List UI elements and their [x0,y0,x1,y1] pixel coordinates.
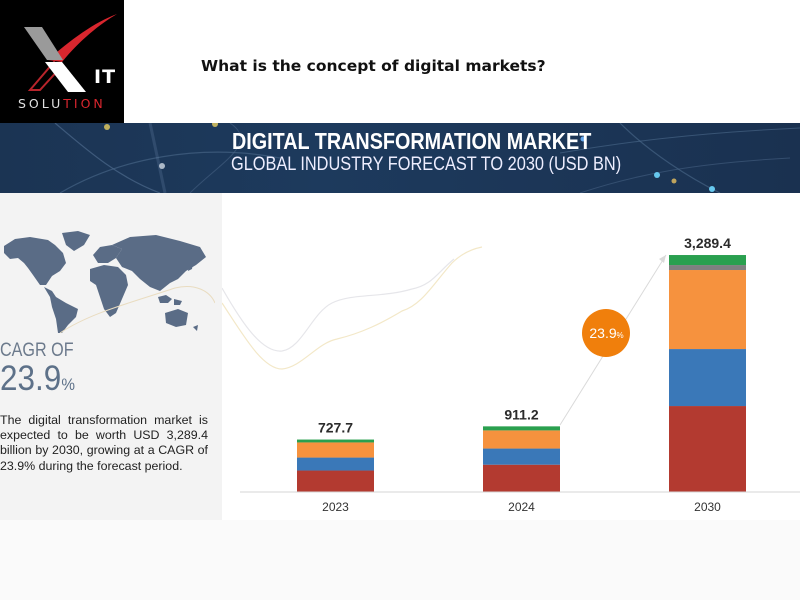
bar-segment [297,442,374,458]
cagr-badge-value: 23.9 [589,325,616,341]
market-description: The digital transformation market is exp… [0,413,208,473]
page-question: What is the concept of digital markets? [201,57,546,75]
bar-segment [297,457,374,471]
bar-segment [669,255,746,266]
bar-total-label: 3,289.4 [684,235,731,251]
cagr-sidebar: CAGR OF 23.9% The digital transformation… [0,193,222,520]
world-map-icon [4,231,215,333]
bar-segment [669,349,746,407]
cagr-unit: % [61,375,75,394]
chart-canvas: 727.7 2023 911.2 2024 3,289.4 2030 23.9 % [222,235,800,514]
banner-subtitle: GLOBAL INDUSTRY FORECAST TO 2030 (USD BN… [231,154,622,175]
x-axis-tick-label: 2023 [322,500,349,514]
bar-segment [297,439,374,443]
bar-segment [483,464,560,492]
network-lines-decoration [54,123,800,193]
top-header: IT SOLUTION What is the concept of digit… [0,0,800,123]
page-bottom-area [0,520,800,600]
wave-line-gold [222,246,483,370]
x-axis-tick-label: 2030 [694,500,721,514]
banner-title: DIGITAL TRANSFORMATION MARKET [232,128,592,154]
logo-solution-white: SOLU [18,96,64,111]
cagr-badge [582,309,630,357]
bar-segment [483,448,560,465]
cagr-label: CAGR OF [0,340,74,361]
xit-solution-logo: IT SOLUTION [0,0,124,123]
bar-segment [669,265,746,271]
logo-solution-text: SOLUTION [18,96,106,111]
logo-it-text: IT [94,66,117,88]
bar-segment [483,426,560,431]
bar-segment [297,470,374,492]
bar-segment [483,430,560,449]
x-axis-tick-label: 2024 [508,500,535,514]
trend-arrowhead-icon [659,255,666,263]
logo-solution-red: TION [63,96,106,111]
cagr-value: 23.9% [0,359,75,399]
bar-segment [669,270,746,350]
x-logo-icon [24,14,117,92]
cagr-badge-unit: % [616,331,623,340]
chart-banner: DIGITAL TRANSFORMATION MARKET GLOBAL IND… [0,123,800,193]
bar-total-label: 911.2 [504,406,538,422]
bar-segment [669,406,746,492]
wave-line-gray [222,258,455,352]
bar-total-label: 727.7 [318,420,353,436]
stacked-bar-chart: 727.7 2023 911.2 2024 3,289.4 2030 23.9 % [222,193,800,520]
cagr-number: 23.9 [0,359,62,398]
